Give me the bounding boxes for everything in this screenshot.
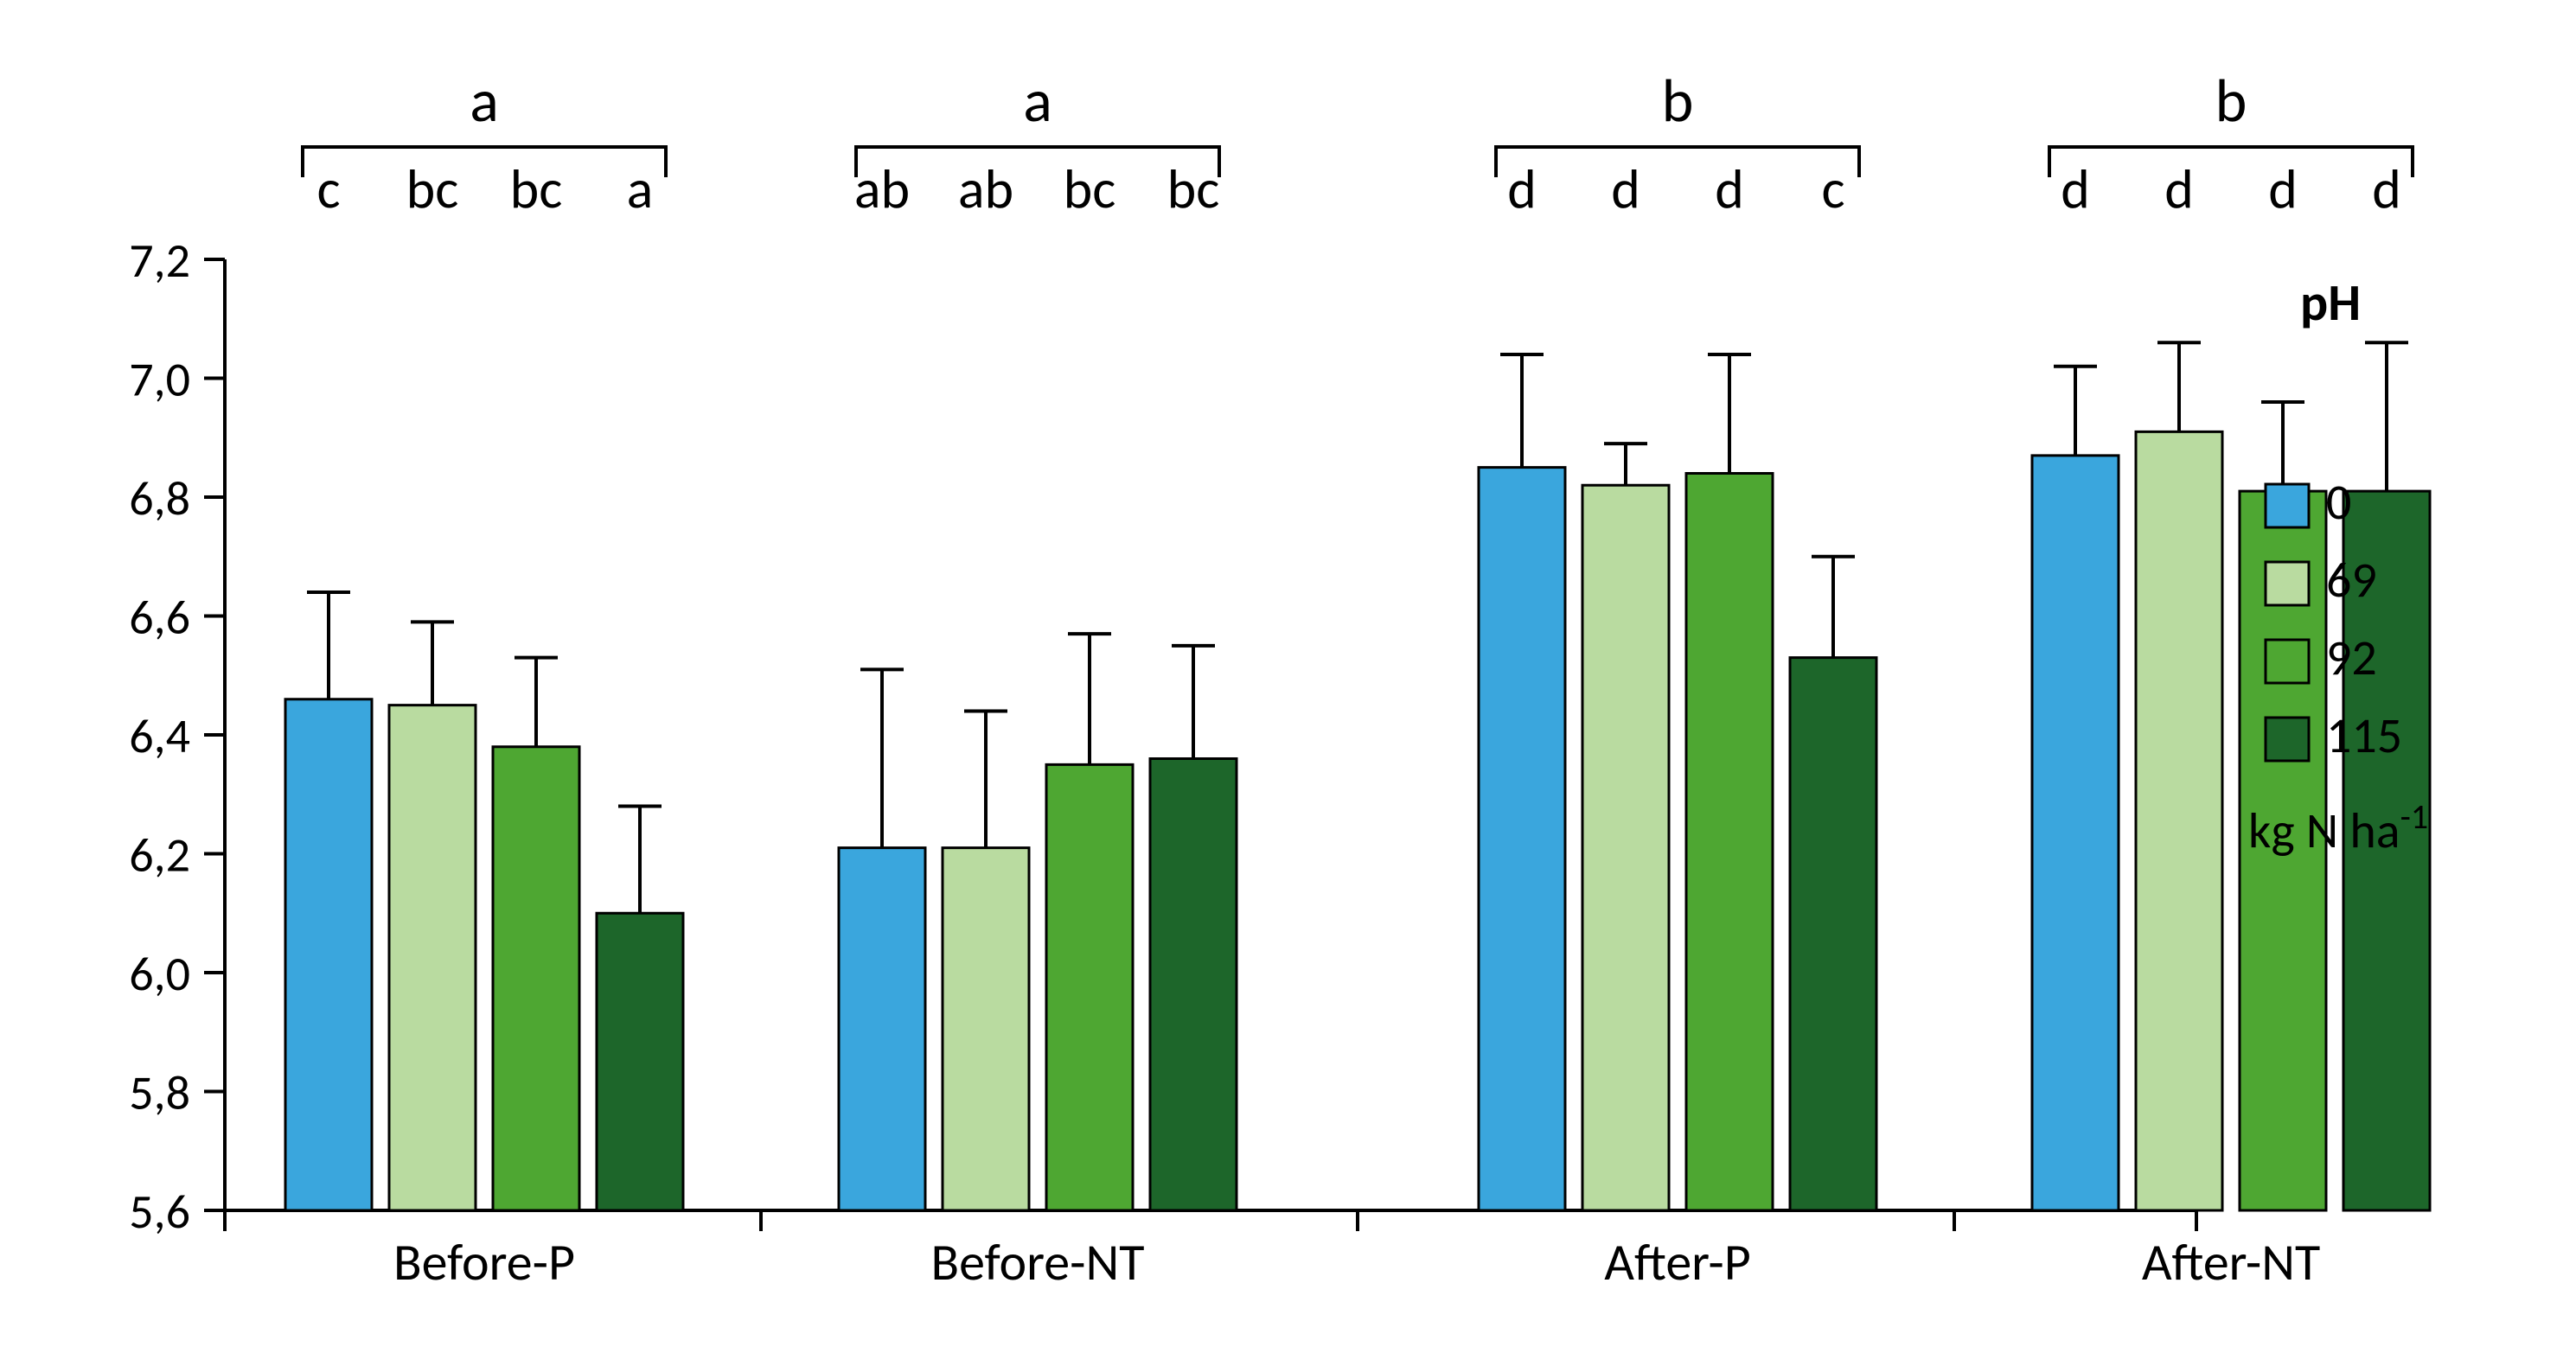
bar bbox=[1686, 474, 1773, 1211]
bar-sig-letter: d bbox=[2268, 156, 2298, 223]
legend-title: pH bbox=[2300, 271, 2361, 335]
y-tick-label: 5,8 bbox=[129, 1064, 190, 1123]
bar bbox=[285, 699, 372, 1210]
bar-sig-letter: c bbox=[316, 156, 340, 223]
bar-sig-letter: bc bbox=[1064, 156, 1116, 223]
y-tick-label: 6,2 bbox=[129, 827, 190, 885]
bar-sig-letter: ab bbox=[854, 156, 910, 223]
group-sig-letter: b bbox=[1662, 63, 1694, 137]
legend-label: 0 bbox=[2326, 471, 2351, 533]
chart-svg: 5,6 5,8 6,0 6,2 6,4 6,6 6,8 7,0 7,2 Before-P Befor… bbox=[0, 0, 2576, 1366]
bar-sig-letter: d bbox=[2372, 156, 2401, 223]
bar bbox=[1790, 658, 1876, 1210]
y-tick-label: 6,4 bbox=[129, 707, 190, 766]
y-tick-label: 5,6 bbox=[129, 1183, 190, 1242]
bar bbox=[1582, 485, 1669, 1210]
group-sig-letter: a bbox=[470, 63, 499, 137]
bar bbox=[839, 848, 925, 1210]
bar bbox=[2136, 431, 2222, 1210]
bar-sig-letter: d bbox=[1507, 156, 1537, 223]
category-label: After-NT bbox=[2142, 1231, 2320, 1294]
bar bbox=[493, 747, 579, 1210]
y-tick-label: 6,8 bbox=[129, 469, 190, 528]
legend-label: 92 bbox=[2326, 627, 2377, 688]
bar-sig-letter: bc bbox=[510, 156, 563, 223]
bar-sig-letter: bc bbox=[1167, 156, 1220, 223]
bar-sig-letter: d bbox=[1611, 156, 1640, 223]
legend-swatch bbox=[2266, 640, 2309, 683]
category-label: Before-P bbox=[393, 1231, 575, 1294]
bar bbox=[1479, 468, 1565, 1210]
legend-swatch bbox=[2266, 718, 2309, 761]
bar-sig-letter: d bbox=[2061, 156, 2090, 223]
bar-sig-letter: a bbox=[627, 156, 654, 223]
y-tick-label: 6,6 bbox=[129, 589, 190, 648]
category-label: After-P bbox=[1604, 1231, 1750, 1294]
bar-sig-letter: d bbox=[2164, 156, 2194, 223]
bar bbox=[943, 848, 1029, 1210]
legend-label: 69 bbox=[2326, 549, 2377, 610]
bar bbox=[1150, 759, 1237, 1211]
legend-label: 115 bbox=[2326, 705, 2402, 766]
category-label: Before-NT bbox=[931, 1231, 1145, 1294]
bar bbox=[2032, 456, 2119, 1210]
legend-swatch bbox=[2266, 484, 2309, 527]
bar-sig-letter: d bbox=[1715, 156, 1744, 223]
bar bbox=[389, 705, 476, 1210]
bar bbox=[597, 913, 683, 1210]
bar-sig-letter: c bbox=[1821, 156, 1844, 223]
y-tick-label: 7,2 bbox=[129, 232, 190, 290]
y-tick-label: 6,0 bbox=[129, 945, 190, 1004]
bar-sig-letter: bc bbox=[406, 156, 459, 223]
y-tick-label: 7,0 bbox=[129, 351, 190, 410]
group-sig-letter: a bbox=[1023, 63, 1052, 137]
bar bbox=[1046, 764, 1133, 1210]
ph-bar-chart: 5,6 5,8 6,0 6,2 6,4 6,6 6,8 7,0 7,2 Before-P Befor… bbox=[0, 0, 2576, 1366]
group-sig-letter: b bbox=[2215, 63, 2247, 137]
legend-swatch bbox=[2266, 562, 2309, 605]
bar-sig-letter: ab bbox=[958, 156, 1013, 223]
